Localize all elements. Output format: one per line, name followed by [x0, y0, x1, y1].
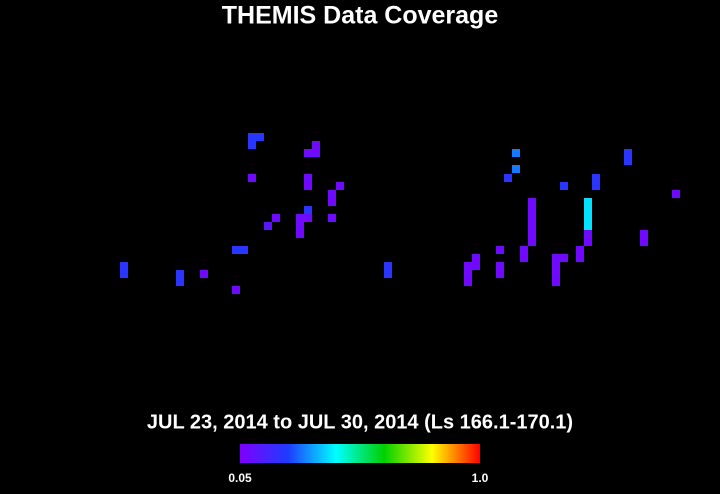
- coverage-cell: [528, 238, 536, 246]
- coverage-cell: [552, 254, 560, 262]
- coverage-cell: [528, 230, 536, 238]
- coverage-cell: [304, 149, 312, 157]
- coverage-cell: [304, 206, 312, 214]
- coverage-cell: [272, 214, 280, 222]
- coverage-cell: [552, 278, 560, 286]
- coverage-cell: [624, 149, 632, 157]
- coverage-cell: [384, 270, 392, 278]
- coverage-cell: [312, 141, 320, 149]
- coverage-cell: [304, 214, 312, 222]
- coverage-cell: [584, 198, 592, 206]
- coverage-cell: [624, 157, 632, 165]
- coverage-cell: [120, 262, 128, 270]
- coverage-cell: [584, 206, 592, 214]
- coverage-cell: [576, 254, 584, 262]
- coverage-cell: [200, 270, 208, 278]
- coverage-cell: [592, 174, 600, 182]
- coverage-cell: [496, 246, 504, 254]
- coverage-cell: [512, 165, 520, 173]
- coverage-cell: [552, 270, 560, 278]
- colorbar-tick-label: 1.0: [472, 471, 489, 485]
- coverage-cell: [464, 270, 472, 278]
- coverage-cell: [296, 222, 304, 230]
- coverage-cell: [528, 214, 536, 222]
- coverage-cell: [560, 182, 568, 190]
- coverage-cell: [512, 149, 520, 157]
- coverage-cell: [312, 149, 320, 157]
- coverage-cell: [240, 246, 248, 254]
- coverage-cell: [496, 270, 504, 278]
- coverage-cell: [560, 254, 568, 262]
- coverage-cell: [328, 214, 336, 222]
- coverage-cell: [304, 174, 312, 182]
- coverage-cell: [640, 230, 648, 238]
- coverage-cell: [256, 133, 264, 141]
- chart-title: THEMIS Data Coverage: [222, 2, 499, 30]
- coverage-cell: [176, 278, 184, 286]
- coverage-cell: [304, 182, 312, 190]
- coverage-cell: [584, 214, 592, 222]
- coverage-cell: [584, 222, 592, 230]
- coverage-cell: [232, 286, 240, 294]
- coverage-cell: [328, 190, 336, 198]
- coverage-cell: [248, 133, 256, 141]
- coverage-cell: [328, 198, 336, 206]
- coverage-cell: [296, 230, 304, 238]
- coverage-cell: [384, 262, 392, 270]
- coverage-cell: [528, 206, 536, 214]
- coverage-cell: [520, 246, 528, 254]
- coverage-cell: [552, 262, 560, 270]
- coverage-cell: [464, 278, 472, 286]
- coverage-cell: [672, 190, 680, 198]
- coverage-cell: [496, 262, 504, 270]
- coverage-cell: [248, 174, 256, 182]
- coverage-cell: [504, 174, 512, 182]
- coverage-cell: [120, 270, 128, 278]
- coverage-cell: [336, 182, 344, 190]
- coverage-cell: [640, 238, 648, 246]
- coverage-cell: [176, 270, 184, 278]
- coverage-cell: [472, 262, 480, 270]
- coverage-cell: [248, 141, 256, 149]
- coverage-cell: [576, 246, 584, 254]
- coverage-cell: [528, 222, 536, 230]
- coverage-cell: [520, 254, 528, 262]
- coverage-cell: [464, 262, 472, 270]
- coverage-cell: [296, 214, 304, 222]
- colorbar: [240, 444, 480, 463]
- coverage-cell: [584, 238, 592, 246]
- coverage-cell: [472, 254, 480, 262]
- coverage-cell: [264, 222, 272, 230]
- coverage-cell: [528, 198, 536, 206]
- coverage-cell: [232, 246, 240, 254]
- coverage-cell: [584, 230, 592, 238]
- colorbar-tick-label: 0.05: [228, 471, 252, 485]
- coverage-cell: [592, 182, 600, 190]
- chart-subtitle: JUL 23, 2014 to JUL 30, 2014 (Ls 166.1-1…: [147, 411, 573, 433]
